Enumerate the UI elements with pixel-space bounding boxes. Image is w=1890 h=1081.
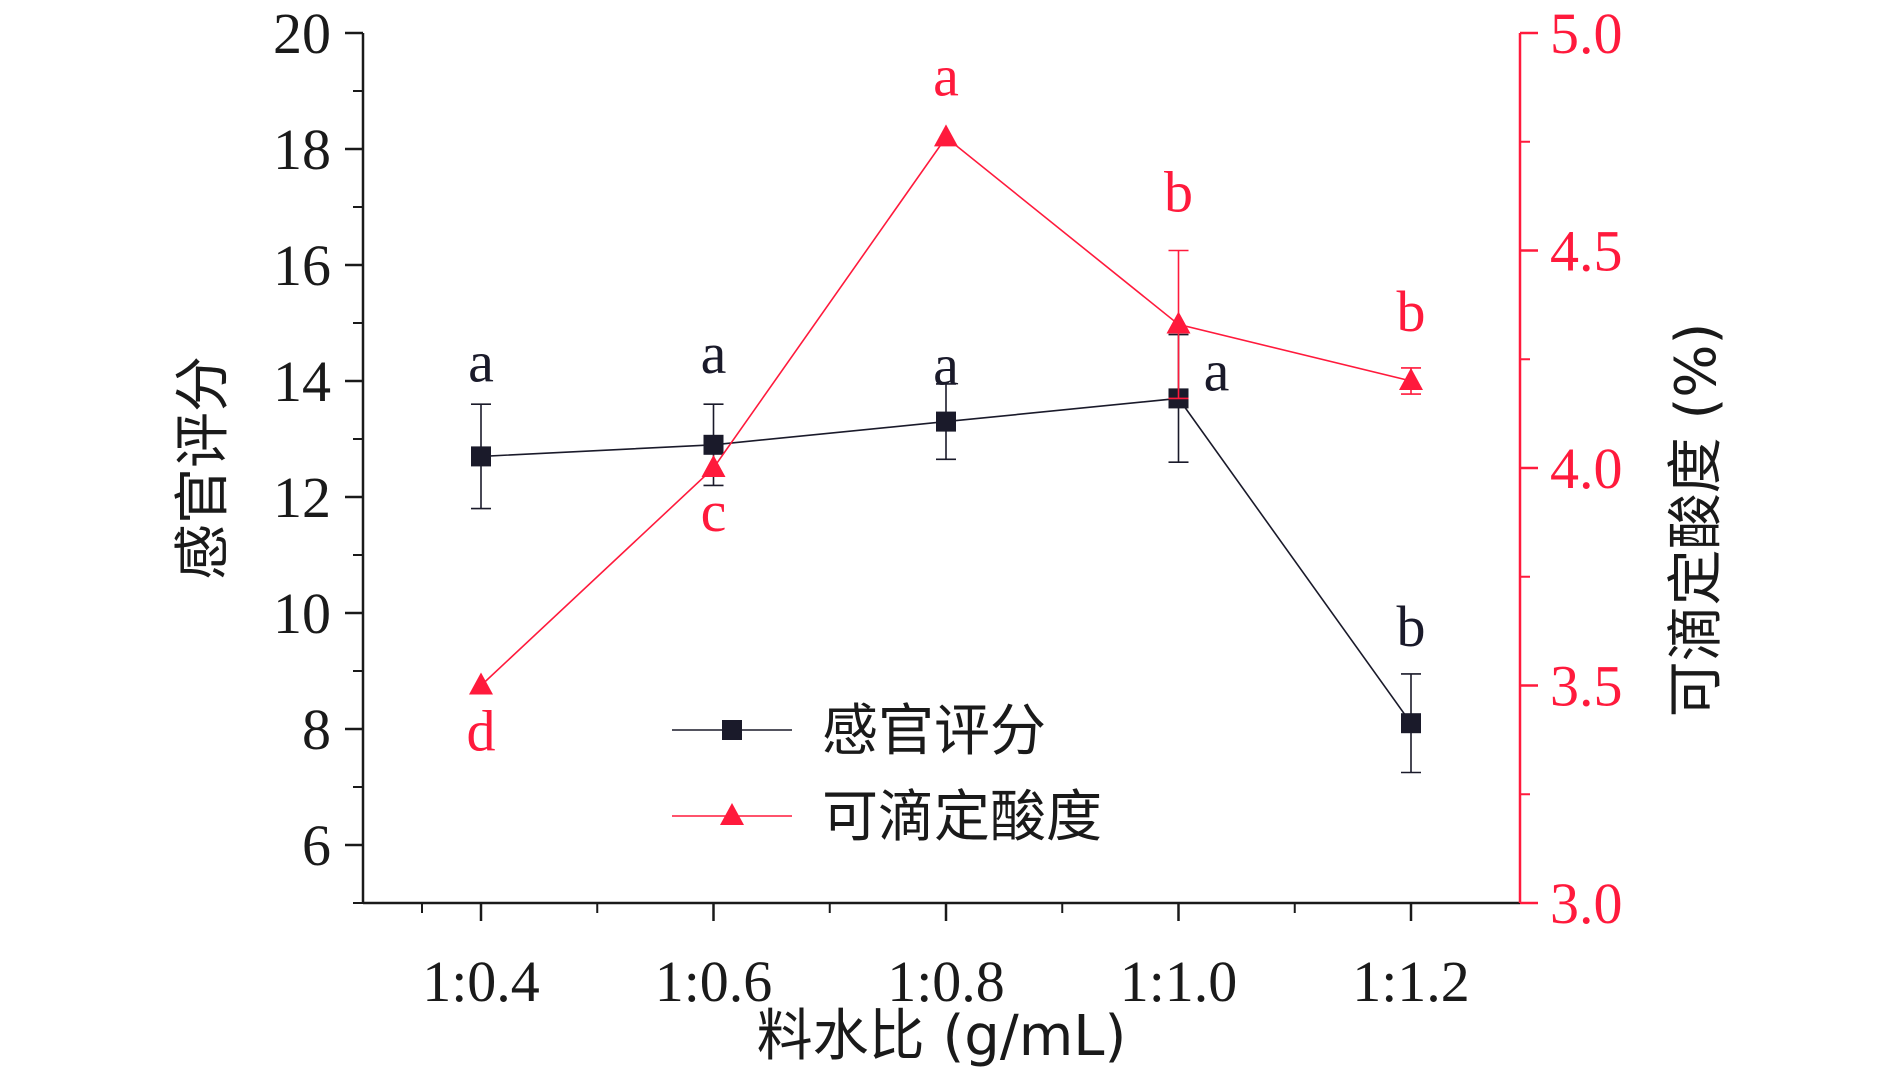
axes: 6 8 10 12 14 16 18 20 3.0 3.5 4.0 4.5 5.0 1:0.4 1:0.6 1… (171, 1, 1729, 1069)
y-right-tick-label: 3.0 (1550, 871, 1623, 936)
series-layer (469, 124, 1423, 774)
y-right-tick-label: 4.0 (1550, 436, 1623, 501)
significance-label: b (1397, 279, 1426, 344)
data-point-triangle (701, 455, 726, 477)
significance-label: b (1397, 594, 1426, 659)
data-point-triangle (1399, 368, 1423, 390)
y-left-tick-label: 6 (302, 813, 331, 878)
y-left-tick-label: 20 (273, 1, 331, 66)
y-left-axis-title: 感官评分 (171, 356, 236, 580)
data-point-triangle (934, 124, 958, 147)
x-tick-label: 1:0.8 (887, 949, 1005, 1014)
y-right-tick-label: 5.0 (1550, 1, 1623, 66)
y-left-tick-label: 10 (273, 581, 331, 646)
data-point-square (703, 434, 724, 455)
significance-label: c (701, 479, 727, 544)
data-point-triangle (1166, 311, 1191, 334)
significance-label: a (933, 333, 959, 398)
data-point-square (471, 446, 491, 467)
significance-label: a (1204, 338, 1230, 403)
y-left-tick-label: 12 (273, 465, 331, 530)
y-left-tick-label: 14 (273, 349, 331, 414)
y-right-tick-label: 3.5 (1550, 654, 1623, 719)
y-left-tick-label: 16 (273, 233, 331, 298)
y-left-tick-label: 18 (273, 117, 331, 182)
significance-label: a (933, 43, 959, 108)
legend-label-1: 可滴定酸度 (822, 785, 1102, 850)
significance-label: b (1164, 159, 1193, 224)
data-point-square (936, 411, 956, 432)
y-right-tick-label: 4.5 (1550, 219, 1623, 284)
y-left-tick-label: 8 (302, 697, 331, 762)
y-right-axis-title: 可滴定酸度 (%) (1664, 323, 1729, 718)
significance-label: a (701, 321, 727, 386)
significance-label: a (468, 329, 494, 394)
x-tick-label: 1:0.6 (655, 949, 773, 1014)
legend-marker-triangle (720, 803, 744, 825)
labels-layer: a a a a b d c a b b (467, 43, 1426, 763)
x-tick-label: 1:1.2 (1352, 949, 1470, 1014)
legend-marker-square (722, 720, 742, 740)
data-point-triangle (469, 672, 493, 695)
x-tick-label: 1:0.4 (422, 949, 540, 1014)
data-point-square (1401, 713, 1421, 734)
x-tick-label: 1:1.0 (1120, 949, 1238, 1014)
significance-label: d (467, 699, 496, 764)
legend-label-0: 感官评分 (822, 699, 1046, 764)
x-axis-title: 料水比 (g/mL) (757, 1004, 1127, 1069)
